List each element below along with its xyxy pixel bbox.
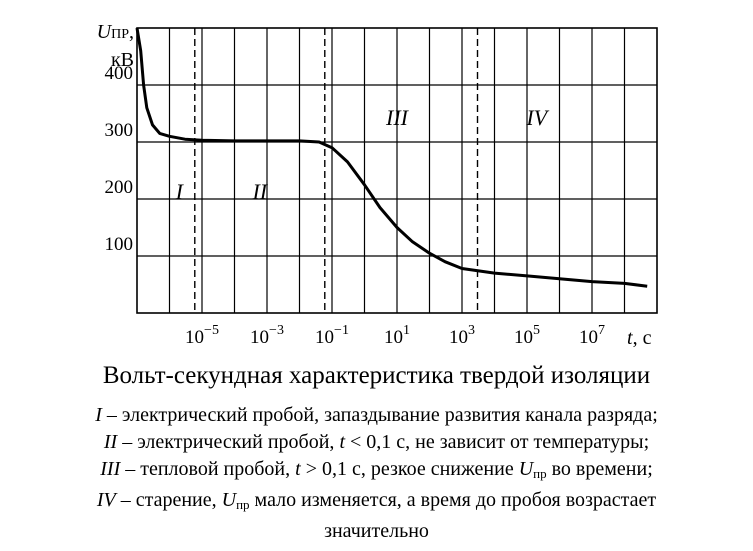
- legend-text: t: [339, 431, 345, 453]
- x-tick-label: 10−1: [315, 323, 349, 348]
- region-label: III: [385, 105, 410, 130]
- x-axis-label: t, с: [627, 327, 652, 349]
- legend-text: пр: [533, 466, 547, 481]
- legend-mark: IV: [96, 489, 116, 511]
- x-tick-label: 10−3: [250, 323, 284, 348]
- y-axis-unit: кВ: [111, 49, 134, 71]
- x-tick-label: 10−5: [185, 323, 219, 348]
- legend-line: I – электрический пробой, запаздывание р…: [0, 402, 753, 429]
- legend-text: – старение,: [115, 489, 222, 511]
- grid: [137, 28, 657, 313]
- legend-text: значительно: [324, 520, 429, 542]
- legend-text: пр: [236, 497, 250, 512]
- legend-text: t: [295, 458, 301, 480]
- legend-text: мало изменяется, а время до пробоя возра…: [249, 489, 657, 511]
- legend-line: IV – старение, Uпр мало изменяется, а вр…: [0, 487, 753, 518]
- region-label: I: [175, 179, 185, 204]
- x-tick-label: 105: [514, 323, 540, 348]
- legend-mark: I: [95, 404, 102, 426]
- legend-mark: III: [100, 458, 121, 480]
- legend-text: – электрический пробой,: [117, 431, 340, 453]
- legend-text: во времени;: [546, 458, 653, 480]
- y-tick-label: 300: [105, 120, 134, 141]
- legend-text: < 0,1 с, не зависит от температуры;: [345, 431, 650, 453]
- legend-text: U: [518, 458, 534, 480]
- legend-text: > 0,1 с, резкое снижение: [300, 458, 519, 480]
- legend-line: III – тепловой пробой, t > 0,1 с, резкое…: [0, 456, 753, 487]
- legend-line: II – электрический пробой, t < 0,1 с, не…: [0, 429, 753, 456]
- series-line: [135, 27, 648, 288]
- figure-legend: I – электрический пробой, запаздывание р…: [0, 402, 753, 545]
- region-label: II: [251, 179, 268, 204]
- y-tick-label: 200: [105, 177, 134, 198]
- y-axis-label: UПР,: [97, 21, 134, 43]
- y-tick-labels: 100 200 300 400: [105, 63, 134, 255]
- y-tick-label: 400: [105, 63, 134, 84]
- x-tick-labels: 10−5 10−3 10−1 101 103 105 107: [185, 323, 605, 348]
- legend-text: U: [221, 489, 237, 511]
- plot-frame: [136, 27, 658, 314]
- legend-text: – электрический пробой, запаздывание раз…: [101, 404, 658, 426]
- legend-mark: II: [103, 431, 118, 453]
- y-tick-label: 100: [105, 234, 134, 255]
- region-label: IV: [525, 105, 549, 130]
- x-tick-label: 103: [449, 323, 475, 348]
- x-tick-label: 107: [579, 323, 605, 348]
- x-tick-label: 101: [384, 323, 410, 348]
- legend-text: – тепловой пробой,: [120, 458, 296, 480]
- region-boundaries: [194, 28, 479, 313]
- legend-line: значительно: [0, 518, 753, 545]
- figure-title: Вольт-секундная характеристика твердой и…: [102, 362, 651, 389]
